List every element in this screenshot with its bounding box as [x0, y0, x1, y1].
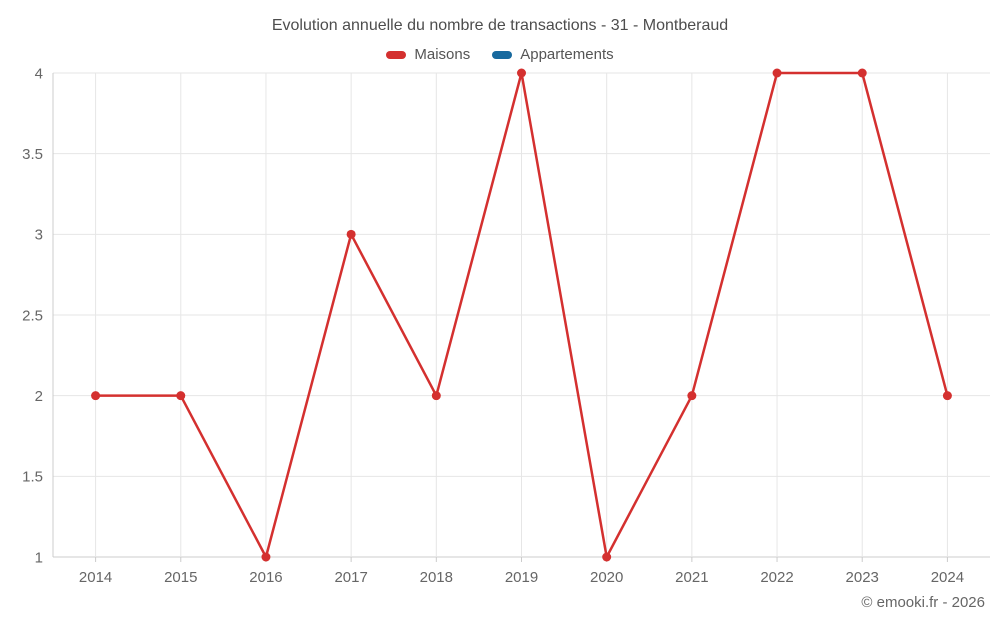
legend-item-appartements[interactable]: Appartements [492, 46, 614, 63]
copyright-credit: © emooki.fr - 2026 [861, 594, 985, 611]
x-axis-tick-label: 2015 [164, 569, 197, 586]
x-axis-tick-label: 2020 [590, 569, 623, 586]
data-point-maisons-2019[interactable] [517, 68, 526, 78]
x-axis-tick-label: 2016 [249, 569, 282, 586]
y-axis-tick-label: 1.5 [22, 469, 43, 486]
data-point-maisons-2016[interactable] [261, 552, 271, 562]
x-axis-tick-label: 2021 [675, 569, 708, 586]
x-axis-tick-label: 2022 [760, 569, 793, 586]
legend-label-appartements: Appartements [520, 46, 614, 63]
data-point-maisons-2022[interactable] [772, 68, 782, 78]
x-axis-tick-label: 2023 [846, 569, 879, 586]
legend-label-maisons: Maisons [414, 46, 471, 63]
data-point-maisons-2017[interactable] [346, 229, 356, 239]
legend-item-maisons[interactable]: Maisons [386, 46, 470, 63]
data-point-maisons-2024[interactable] [942, 391, 952, 401]
y-axis-tick-label: 2 [35, 388, 43, 405]
x-axis-tick-label: 2024 [931, 569, 964, 586]
x-axis-tick-label: 2019 [505, 569, 538, 586]
data-point-maisons-2021[interactable] [687, 391, 697, 401]
chart-title: Evolution annuelle du nombre de transact… [271, 17, 729, 34]
data-point-maisons-2014[interactable] [91, 391, 101, 401]
legend-swatch-maisons-icon [386, 50, 407, 59]
legend-swatch-appartements-icon [492, 50, 513, 59]
x-axis-tick-label: 2018 [420, 569, 453, 586]
y-axis-tick-label: 1 [35, 549, 43, 566]
data-point-maisons-2023[interactable] [857, 68, 867, 78]
data-point-maisons-2018[interactable] [431, 391, 441, 401]
y-axis-tick-label: 3 [35, 227, 43, 244]
x-axis-tick-label: 2017 [334, 569, 367, 586]
y-axis-tick-label: 2.5 [22, 307, 43, 324]
y-axis-tick-label: 4 [35, 65, 43, 82]
data-point-maisons-2015[interactable] [176, 391, 186, 401]
x-axis-tick-label: 2014 [79, 569, 112, 586]
legend: Maisons Appartements [0, 46, 1000, 63]
data-point-maisons-2020[interactable] [602, 552, 612, 562]
y-axis-tick-label: 3.5 [22, 146, 43, 163]
